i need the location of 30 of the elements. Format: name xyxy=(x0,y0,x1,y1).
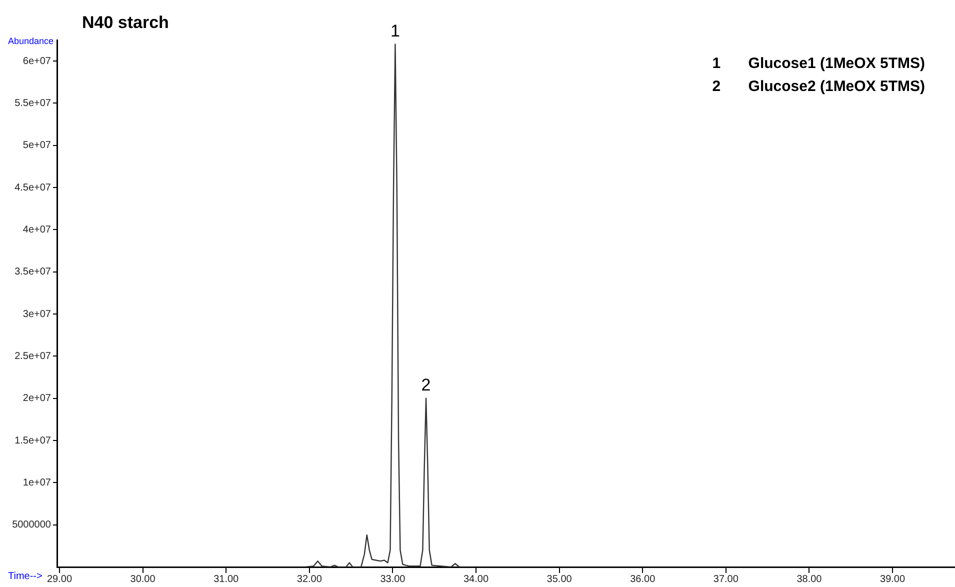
text: 2 Glucose2 (1MeOX 5TMS) xyxy=(712,78,925,95)
y-tick-label: 2.5e+07 xyxy=(14,350,52,362)
annotation: 2 xyxy=(421,376,431,395)
annotation: 1 xyxy=(390,21,400,40)
x-tick-label: 39.00 xyxy=(880,574,906,585)
y-tick-label: 4e+07 xyxy=(22,224,52,236)
y-tick-label: 2e+07 xyxy=(22,393,52,404)
x-tick-label: 38.00 xyxy=(796,574,822,585)
y-tick-label: 3e+07 xyxy=(22,308,52,320)
y-tick-label: 1.5e+07 xyxy=(14,435,52,446)
x-tick-label: 29.00 xyxy=(46,574,72,585)
x-tick-label: 36.00 xyxy=(630,574,656,585)
x-tick-label: 33.00 xyxy=(380,574,406,585)
y-tick-label: 5.5e+07 xyxy=(14,98,52,109)
x-tick-label: 31.00 xyxy=(214,574,240,585)
x-tick-label: 37.00 xyxy=(713,574,739,585)
text: 1 Glucose1 (1MeOX 5TMS) xyxy=(712,55,925,72)
chart-title: N40 starch xyxy=(82,13,169,33)
y-tick-label: 1e+07 xyxy=(22,477,52,488)
y-tick-label: 3.5e+07 xyxy=(14,266,52,278)
x-tick-label: 34.00 xyxy=(463,574,489,585)
x-tick-label: 35.00 xyxy=(546,574,572,585)
y-tick-label: 6e+07 xyxy=(22,56,52,67)
x-axis-title: Time--> xyxy=(8,571,42,582)
x-tick-label: 30.00 xyxy=(130,574,156,585)
y-tick-label: 5000000 xyxy=(12,520,52,531)
y-axis-title: Abundance xyxy=(8,36,54,46)
x-tick-label: 32.00 xyxy=(296,574,322,585)
y-tick-label: 4.5e+07 xyxy=(14,182,52,194)
y-tick-label: 5e+07 xyxy=(22,140,52,152)
